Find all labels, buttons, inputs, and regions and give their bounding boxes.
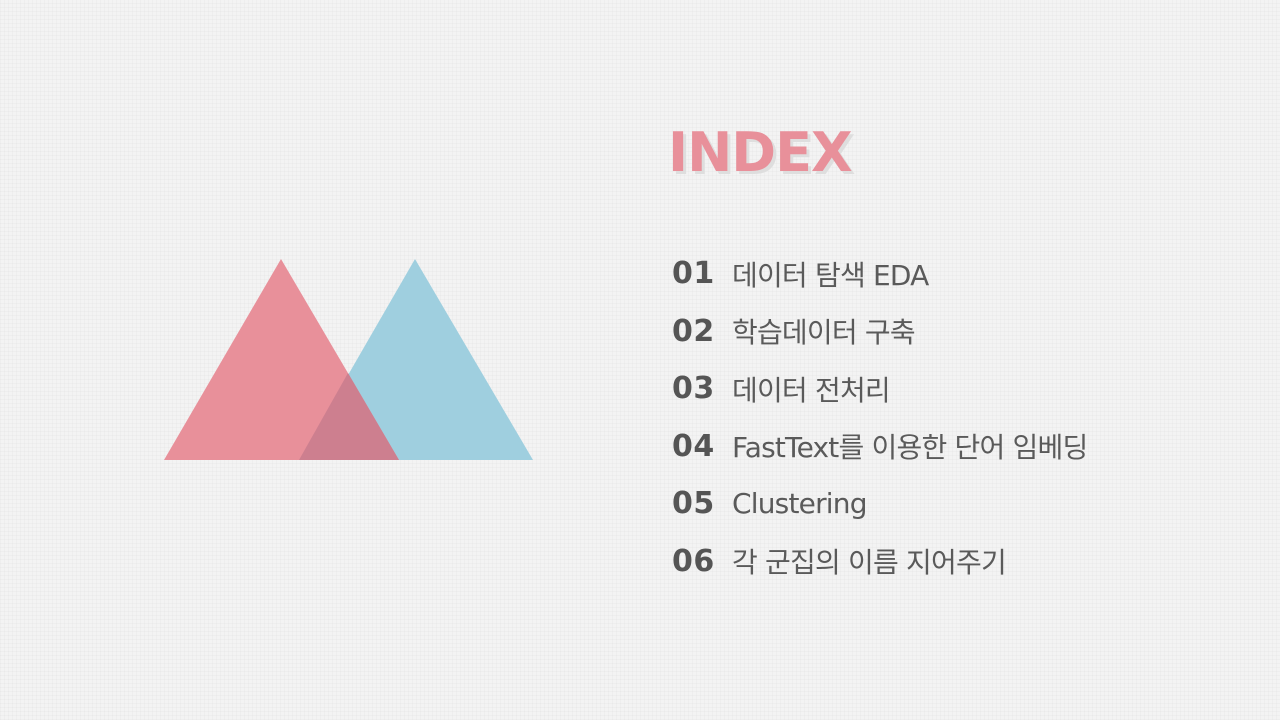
index-title: INDEX xyxy=(668,121,853,184)
table-of-contents: 01 데이터 탐색 EDA 02 학습데이터 구축 03 데이터 전처리 04 … xyxy=(672,245,1272,590)
overlapping-triangles-logo xyxy=(164,259,533,460)
toc-label: FastText를 이용한 단어 임베딩 xyxy=(732,431,1088,465)
toc-label: 데이터 전처리 xyxy=(732,373,891,407)
toc-item-02: 02 학습데이터 구축 xyxy=(672,303,1272,361)
toc-number: 02 xyxy=(672,313,715,349)
triangle-overlap xyxy=(299,373,399,460)
toc-label: Clustering xyxy=(732,487,867,521)
toc-number: 04 xyxy=(672,428,715,464)
toc-item-01: 01 데이터 탐색 EDA xyxy=(672,245,1272,303)
toc-label: 각 군집의 이름 지어주기 xyxy=(732,546,1007,580)
toc-number: 01 xyxy=(672,256,715,292)
toc-item-06: 06 각 군집의 이름 지어주기 xyxy=(672,533,1272,591)
toc-item-05: 05 Clustering xyxy=(672,475,1272,533)
toc-number: 03 xyxy=(672,371,715,407)
toc-label: 학습데이터 구축 xyxy=(732,316,916,350)
toc-number: 06 xyxy=(672,543,715,579)
toc-item-04: 04 FastText를 이용한 단어 임베딩 xyxy=(672,418,1272,476)
toc-label: 데이터 탐색 EDA xyxy=(732,258,929,292)
toc-number: 05 xyxy=(672,486,715,522)
toc-item-03: 03 데이터 전처리 xyxy=(672,360,1272,418)
